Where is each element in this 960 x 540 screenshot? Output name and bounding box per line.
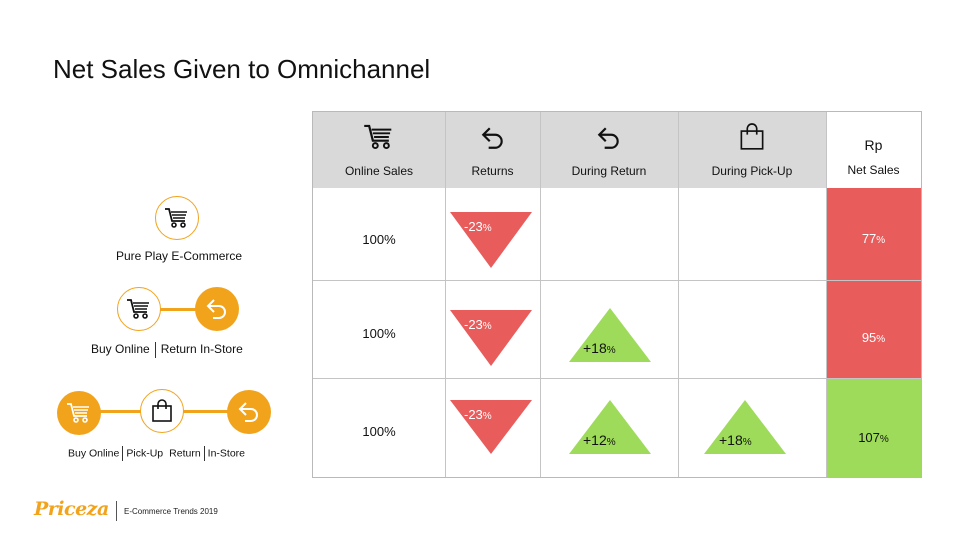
header-during-pickup: During Pick-Up: [678, 112, 826, 188]
table-header-bg: [313, 112, 826, 188]
net-cell-red: [826, 188, 921, 280]
cart-icon: [127, 299, 149, 319]
header-during-return: During Return: [540, 112, 678, 188]
during-return-value: +12%: [583, 432, 616, 448]
return-arrow-icon: [597, 127, 619, 149]
increase-triangle: [704, 400, 786, 454]
decrease-triangle: [450, 212, 532, 268]
returns-value: -23%: [464, 317, 492, 332]
cart-icon: [364, 124, 392, 150]
shopping-bag-icon: [152, 399, 172, 422]
returns-value: -23%: [464, 219, 492, 234]
during-return-value: +18%: [583, 340, 616, 356]
shopping-bag-icon: [740, 123, 764, 150]
return-arrow-icon: [238, 402, 258, 422]
net-cell-red: [826, 280, 921, 378]
online-sales-value: 100%: [362, 326, 396, 341]
decrease-triangle: [450, 310, 532, 366]
brand-logo: Priceza: [34, 498, 109, 520]
net-sales-value: 77%: [861, 231, 886, 246]
omnichannel-table: Online Sales Returns During Return Durin…: [312, 111, 922, 478]
increase-triangle: [569, 400, 651, 454]
footer-text: E-Commerce Trends 2019: [124, 507, 218, 516]
header-returns: Returns: [445, 112, 540, 188]
cart-icon: [67, 403, 89, 423]
cart-icon: [165, 208, 187, 228]
online-sales-value: 100%: [362, 424, 396, 439]
net-cell-green: [826, 378, 921, 477]
divider: [203, 446, 205, 461]
cart-circle: [155, 196, 199, 240]
return-arrow-icon: [206, 299, 226, 319]
net-sales-value: 107%: [858, 430, 889, 445]
connector-line: [160, 308, 200, 311]
decrease-triangle: [450, 400, 532, 454]
returns-value: -23%: [464, 407, 492, 422]
net-sales-value: 95%: [861, 330, 886, 345]
return-circle: [227, 390, 271, 434]
cart-circle: [57, 391, 101, 435]
row3-caption: Buy Online Pick-Up Return In-Store: [68, 446, 246, 461]
increase-triangle: [569, 308, 651, 362]
page-title: Net Sales Given to Omnichannel: [53, 54, 431, 84]
online-sales-value: 100%: [362, 232, 396, 247]
header-net-sales: Rp Net Sales: [826, 112, 921, 188]
during-pickup-value: +18%: [719, 432, 752, 448]
footer-divider: [116, 501, 117, 521]
divider: [122, 446, 124, 461]
return-arrow-icon: [481, 127, 503, 149]
return-circle: [195, 287, 239, 331]
buy-online-return-caption: Buy Online Return In-Store: [91, 342, 243, 358]
cart-circle: [117, 287, 161, 331]
divider: [154, 342, 156, 358]
pure-play-caption: Pure Play E-Commerce: [116, 249, 243, 263]
header-online-sales: Online Sales: [313, 112, 445, 188]
bag-circle: [140, 389, 184, 433]
rp-label: Rp: [864, 137, 883, 153]
